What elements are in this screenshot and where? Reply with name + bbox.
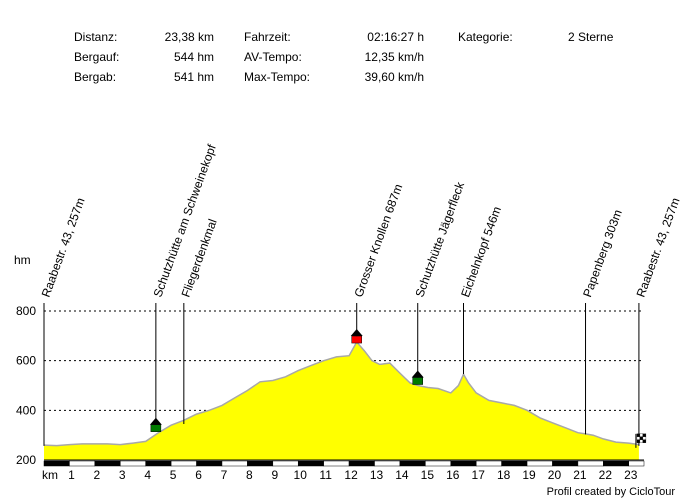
- y-tick-label: 200: [16, 453, 36, 467]
- km-scale-segment: [425, 460, 452, 467]
- km-scale-segment: [577, 460, 604, 467]
- y-tick-label: 600: [16, 354, 36, 368]
- finish-flag-icon: [642, 439, 647, 443]
- x-tick-label: 15: [421, 468, 435, 482]
- x-tick-label: 4: [144, 468, 151, 482]
- time-value: 02:16:27 h: [367, 30, 424, 44]
- km-scale-segment: [552, 460, 579, 467]
- avg-speed-value: 12,35 km/h: [364, 50, 424, 64]
- max-speed-label: Max-Tempo:: [244, 70, 311, 84]
- km-scale-segment: [628, 460, 645, 467]
- x-tick-label: 7: [221, 468, 228, 482]
- km-scale-segment: [69, 460, 96, 467]
- finish-flag-icon: [639, 433, 644, 437]
- hut-roof-icon: [149, 417, 162, 425]
- x-tick-label: 1: [68, 468, 75, 482]
- finish-flag-icon: [636, 433, 641, 437]
- waypoint-label: Raabestr. 43, 257m: [39, 196, 88, 299]
- finish-flag-icon: [636, 439, 641, 443]
- km-scale-segment: [297, 460, 324, 467]
- km-scale-segment: [94, 460, 121, 467]
- descent-label: Bergab:: [74, 70, 117, 84]
- x-tick-label: 12: [344, 468, 358, 482]
- km-scale-segment: [272, 460, 299, 467]
- km-scale-segment: [475, 460, 502, 467]
- km-scale-segment: [221, 460, 248, 467]
- x-axis-label: km: [42, 468, 58, 482]
- x-tick-label: 22: [599, 468, 613, 482]
- x-tick-label: 3: [119, 468, 126, 482]
- shelter-hut-icon: [150, 424, 162, 432]
- elevation-line: [43, 340, 640, 447]
- km-scale-segment: [450, 460, 477, 467]
- finish-flag-icon: [639, 436, 644, 440]
- waypoint-label: Eichelnkopf 546m: [458, 205, 504, 299]
- x-tick-label: 10: [294, 468, 308, 482]
- hut-roof-icon: [350, 329, 363, 337]
- elevation-area: [44, 342, 639, 460]
- x-tick-label: 8: [246, 468, 253, 482]
- km-scale-segment: [196, 460, 223, 467]
- x-tick-label: 5: [170, 468, 177, 482]
- x-tick-label: 6: [195, 468, 202, 482]
- category-label: Kategorie:: [458, 30, 513, 44]
- km-scale-segment: [348, 460, 375, 467]
- x-tick-label: 23: [624, 468, 638, 482]
- km-scale-segment: [120, 460, 146, 467]
- x-tick-label: 20: [548, 468, 562, 482]
- finish-flag-icon: [642, 433, 647, 437]
- x-tick-label: 19: [522, 468, 536, 482]
- shelter-hut-icon: [412, 377, 423, 385]
- x-tick-label: 16: [446, 468, 460, 482]
- y-tick-label: 400: [16, 403, 36, 417]
- x-tick-label: 11: [319, 468, 332, 482]
- summit-hut-icon: [351, 335, 362, 344]
- km-scale-segment: [603, 460, 629, 467]
- km-scale-segment: [399, 460, 426, 467]
- x-tick-label: 9: [271, 468, 278, 482]
- waypoint-label: Grosser Knollen 687m: [351, 182, 405, 299]
- waypoint-label: Papenberg 303m: [580, 208, 625, 299]
- x-tick-label: 17: [472, 468, 486, 482]
- km-scale-segment: [145, 460, 172, 467]
- descent-value: 541 hm: [173, 70, 214, 84]
- distance-value: 23,38 km: [164, 30, 214, 44]
- waypoint-label: Raabestr. 43, 257m: [634, 196, 683, 299]
- km-scale-segment: [247, 460, 274, 467]
- ascent-label: Bergauf:: [74, 50, 120, 64]
- km-scale-segment: [170, 460, 197, 467]
- max-speed-value: 39,60 km/h: [364, 70, 424, 84]
- y-axis-label: hm: [14, 253, 31, 267]
- km-scale-segment: [323, 460, 350, 467]
- km-scale-segment: [526, 460, 553, 467]
- y-tick-label: 800: [16, 304, 36, 318]
- stats-panel: Distanz: 23,38 km Bergauf: 544 hm Bergab…: [0, 30, 693, 90]
- avg-speed-label: AV-Tempo:: [244, 50, 302, 64]
- distance-label: Distanz:: [74, 30, 118, 44]
- km-scale-segment: [374, 460, 401, 467]
- credit-text: Profil created by CicloTour: [546, 486, 675, 498]
- category-value: 2 Sterne: [568, 30, 614, 44]
- x-tick-label: 2: [94, 468, 101, 482]
- x-tick-label: 13: [370, 468, 384, 482]
- km-scale-segment: [501, 460, 528, 467]
- x-tick-label: 18: [497, 468, 511, 482]
- hut-roof-icon: [411, 370, 424, 378]
- finish-flag-icon: [636, 436, 641, 440]
- x-tick-label: 21: [573, 468, 587, 482]
- finish-flag-icon: [639, 439, 644, 443]
- x-tick-label: 14: [395, 468, 409, 482]
- km-scale-segment: [43, 460, 70, 467]
- waypoint-label: Schutzhütte Jägerfleck: [412, 179, 467, 299]
- ascent-value: 544 hm: [173, 50, 214, 64]
- finish-flag-icon: [642, 436, 647, 440]
- time-label: Fahrzeit:: [244, 30, 291, 44]
